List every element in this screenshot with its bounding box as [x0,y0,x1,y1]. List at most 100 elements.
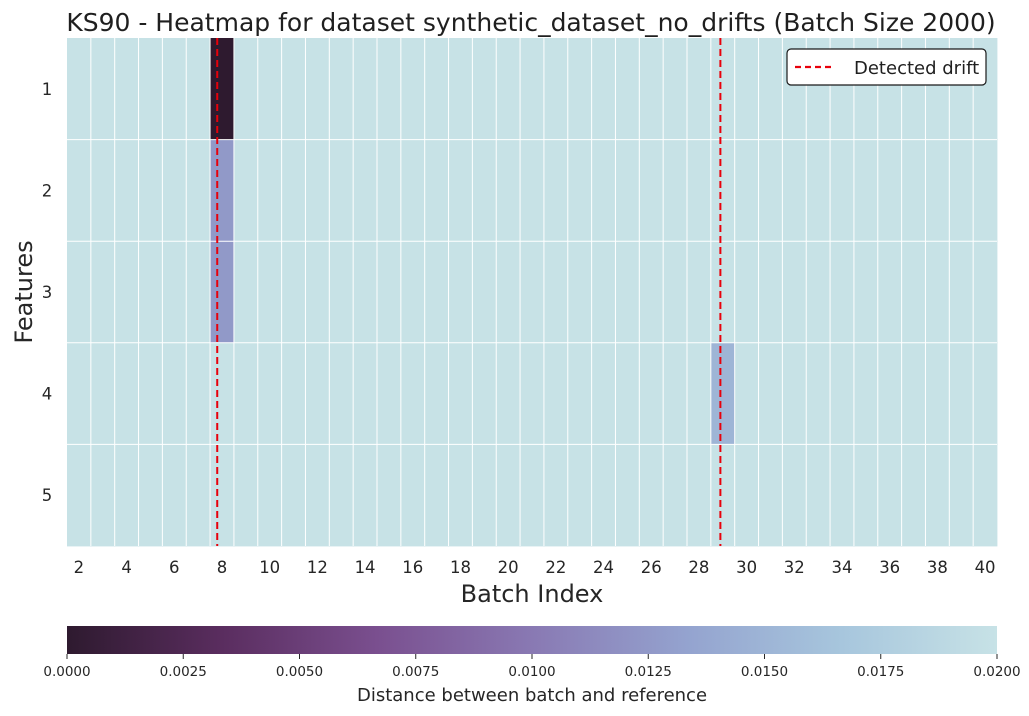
x-tick-label: 30 [736,558,757,577]
heatmap-cell [281,444,306,547]
heatmap-cell [448,139,473,242]
heatmap-cell [591,139,616,242]
heatmap-cell [353,342,378,445]
colorbar-tick-label: 0.0125 [625,664,672,680]
heatmap-cell [615,241,640,344]
heatmap-cell [687,139,712,242]
heatmap-cell [400,444,426,547]
heatmap-cell [520,139,545,242]
heatmap-cell [138,139,163,242]
heatmap-cell [353,444,378,547]
colorbar-tick-label: 0.0050 [276,664,323,680]
heatmap-cell [329,38,354,140]
heatmap-cell [567,139,593,242]
heatmap-cell [925,444,950,547]
heatmap-cell [496,342,521,445]
heatmap-cell [472,444,497,547]
x-tick-label: 24 [593,558,614,577]
x-tick-label: 20 [498,558,519,577]
heatmap-cell [377,38,402,140]
heatmap-cell [353,241,378,344]
heatmap-cell [472,139,497,242]
heatmap-cell [806,342,831,445]
heatmap-cell [591,241,616,344]
heatmap-cell [233,139,259,242]
heatmap-cell [329,342,354,445]
heatmap-cell [210,139,235,242]
x-tick-label: 32 [784,558,805,577]
heatmap-cell [210,241,235,344]
x-tick-label: 34 [832,558,853,577]
heatmap-cell [210,38,235,140]
heatmap-cell [615,38,640,140]
heatmap-cell [186,38,211,140]
colorbar-tick-label: 0.0175 [857,664,904,680]
heatmap-cell [520,444,545,547]
heatmap-cell [925,342,950,445]
heatmap-cell [377,241,402,344]
heatmap-cell [710,241,736,344]
heatmap-cell [305,444,330,547]
heatmap-cell [472,241,497,344]
heatmap-cell [257,241,283,344]
heatmap-cell [424,139,449,242]
heatmap-cell [400,139,426,242]
colorbar-gradient [67,626,997,654]
heatmap-cell [973,139,998,242]
heatmap-cell [853,139,879,242]
heatmap-cell [973,342,998,445]
heatmap-cell [925,241,950,344]
heatmap-cell [663,342,688,445]
heatmap-cell [639,38,664,140]
heatmap-cell [543,342,569,445]
heatmap-cell [162,139,187,242]
heatmap-cell [305,241,330,344]
heatmap-cell [281,342,306,445]
heatmap-cell [806,241,831,344]
heatmap-cell [114,444,139,547]
x-tick-label: 40 [975,558,996,577]
x-tick-label: 10 [259,558,280,577]
heatmap-cell [830,444,855,547]
heatmap-cell [114,38,139,140]
heatmap-cell [734,342,759,445]
heatmap-cell [377,139,402,242]
heatmap-cell [615,139,640,242]
y-axis-label: Features [10,240,38,343]
heatmap-cell [949,342,974,445]
y-tick-label: 2 [42,181,53,200]
heatmap-cell [281,139,306,242]
heatmap-cell [901,342,926,445]
heatmap-cell [543,139,569,242]
x-tick-label: 6 [169,558,180,577]
y-tick-label: 1 [42,80,53,99]
heatmap-cell [67,444,92,547]
heatmap-cell [424,444,449,547]
heatmap-cell [901,241,926,344]
legend-label: Detected drift [854,58,979,79]
heatmap-cell [687,241,712,344]
heatmap-cell [806,139,831,242]
x-tick-label: 12 [307,558,328,577]
heatmap-cell [949,139,974,242]
heatmap-cell [257,342,283,445]
heatmap-cell [496,38,521,140]
heatmap-cell [90,38,116,140]
heatmap-cell [67,241,92,344]
heatmap-cell [138,38,163,140]
heatmap-cell [591,342,616,445]
heatmap-cell [90,444,116,547]
heatmap-cell [901,139,926,242]
heatmap-cell [830,342,855,445]
grid-lines [67,38,997,546]
y-tick-labels: 1 2 3 4 5 [42,80,53,505]
x-tick-label: 38 [927,558,948,577]
heatmap-cell [710,342,736,445]
colorbar-tick-label: 0.0150 [741,664,788,680]
heatmap-cell [543,444,569,547]
heatmap-cell [782,241,807,344]
heatmap-cell [233,444,259,547]
heatmap-cell [639,342,664,445]
colorbar-ticks: 0.0000 0.0025 0.0050 0.0075 0.0100 0.0125 0.01… [43,654,1021,680]
